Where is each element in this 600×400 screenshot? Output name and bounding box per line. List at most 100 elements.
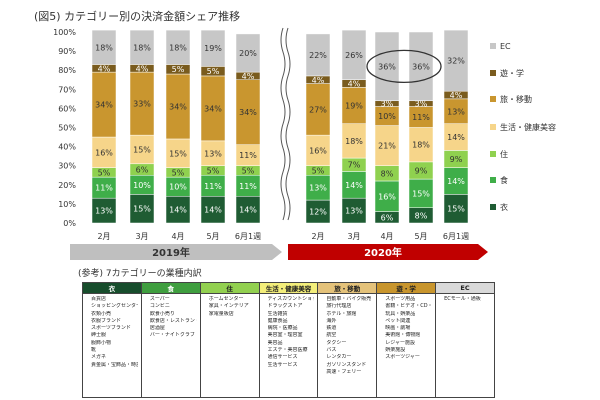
bar-segment	[235, 196, 261, 224]
data-label: 4%	[348, 80, 361, 89]
table-header-row: 衣 食 住 生活・健康美容 旅・移動 遊・学 EC	[82, 282, 495, 294]
table-cell-item: 百貨店	[91, 296, 107, 302]
data-label: 14%	[169, 206, 187, 215]
x-tick-label: 2月	[97, 232, 110, 241]
column-travel: 自動車・バイク販売 旅行代理店 ホテル・旅館 海外 鉄道 航空 タクシー バス レンタカー ガソリ…	[317, 293, 377, 398]
bar-segment	[200, 29, 226, 67]
table-cell-item: バス	[326, 347, 337, 354]
data-label: 13%	[309, 184, 327, 193]
bar-segment	[129, 29, 155, 65]
data-label: 10%	[133, 181, 151, 190]
data-label: 8%	[381, 169, 394, 178]
data-label: 5%	[312, 166, 325, 175]
y-tick-label: 80%	[58, 66, 76, 75]
table-cell-item: ショッピングセンター	[91, 303, 138, 310]
table-cell-item: 映画・劇場	[385, 325, 411, 332]
y-tick-label: 60%	[58, 104, 76, 113]
table-cell-item: スポーツブランド	[91, 325, 131, 332]
table-cell-item: 通信サービス	[267, 354, 298, 361]
data-label: 15%	[133, 205, 151, 214]
header-food: 食	[140, 282, 201, 294]
data-label: 8%	[415, 211, 428, 220]
table-cell-item: ドラッグストア	[267, 303, 303, 310]
table-cell-item: コンビニ	[149, 303, 170, 310]
table-cell-item: 玩具・娯楽品	[385, 310, 416, 317]
bar-segment	[408, 127, 434, 163]
table-cell-item: バー・ナイトクラブ	[149, 332, 195, 339]
data-label: 14%	[345, 181, 363, 190]
header-ec: EC	[435, 282, 495, 294]
y-tick-label: 40%	[58, 143, 76, 152]
data-label: 19%	[204, 44, 222, 53]
table-cell-item: 鉄道	[326, 325, 337, 332]
legend-label: 食	[500, 175, 508, 185]
x-tick-label: 4月	[380, 232, 393, 241]
table-cell-item: ペット関連	[385, 317, 411, 324]
axis-break-line	[285, 27, 291, 221]
data-label: 20%	[239, 49, 257, 58]
x-tick-label: 5月	[414, 232, 427, 241]
header-living-health: 生活・健康美容	[258, 282, 319, 294]
table-cell-item: 飲食小売り	[149, 310, 175, 317]
x-tick-label: 6月1週	[235, 232, 261, 241]
header-leisure: 遊・学	[376, 282, 437, 294]
table-cell-item: タクシー	[326, 339, 347, 346]
data-label: 14%	[447, 133, 465, 142]
bar-segment	[443, 123, 469, 151]
data-label: 3%	[415, 100, 428, 109]
data-label: 13%	[95, 207, 113, 216]
data-label: 11%	[204, 182, 222, 191]
legend-label: 旅・移動	[500, 94, 532, 104]
data-label: 18%	[133, 43, 151, 52]
legend-label: 遊・学	[500, 68, 524, 78]
bar-segment	[374, 125, 400, 166]
data-label: 13%	[204, 149, 222, 158]
page-title: (図5) カテゴリー別の決済金額シェア推移	[34, 10, 241, 23]
y-tick-label: 90%	[58, 47, 76, 56]
bar-segment	[91, 136, 117, 168]
x-tick-label: 5月	[206, 232, 219, 241]
y-tick-label: 100%	[53, 28, 76, 37]
x-tick-label: 2月	[311, 232, 324, 241]
data-label: 16%	[378, 192, 396, 201]
data-label: 3%	[381, 100, 394, 109]
year-label-2019: 2019年	[152, 246, 190, 259]
data-label: 7%	[348, 161, 361, 170]
data-label: 5%	[207, 166, 220, 175]
bar-segment	[443, 98, 469, 124]
table-cell-item: 海外	[326, 317, 337, 324]
table-body-row: 百貨店 ショッピングセンター 衣類小売 衣服ブランド スポーツブランド 紳士服 服飾小物靴メ…	[82, 293, 495, 398]
table-cell-item: ホテル・旅館	[326, 310, 357, 317]
data-label: 21%	[378, 142, 396, 151]
legend-label: 衣	[500, 202, 508, 212]
table-cell-item: 靴	[91, 347, 97, 354]
data-label: 19%	[345, 102, 363, 111]
data-label: 14%	[239, 206, 257, 215]
table-cell-item: メガネ	[91, 354, 107, 361]
data-label: 6%	[136, 166, 149, 175]
data-label: 11%	[239, 151, 257, 160]
legend-swatch	[490, 70, 496, 76]
bar-segment	[305, 83, 331, 136]
legend-label: 生活・健康美容	[500, 122, 556, 132]
year-banner-2019	[70, 244, 282, 260]
table-cell-item: レジャー施設	[385, 339, 415, 346]
data-label: 26%	[345, 51, 363, 60]
table-cell-item: 紳士服	[91, 332, 107, 339]
table-cell-item: 生活雑貨	[267, 310, 288, 317]
bar-segment	[305, 175, 331, 201]
bar-segment	[341, 87, 367, 124]
table-cell-item: 衣服ブランド	[91, 317, 122, 324]
data-label: 36%	[378, 62, 396, 71]
table-cell-item: 生活サービス	[267, 361, 298, 368]
data-label: 18%	[345, 137, 363, 146]
data-label: 18%	[169, 43, 187, 52]
table-cell-item: 娯楽施設	[385, 347, 406, 354]
data-label: 6%	[381, 213, 394, 222]
header-travel: 旅・移動	[317, 282, 378, 294]
data-label: 4%	[242, 72, 255, 81]
table-cell-item: 航空	[326, 332, 337, 339]
legend-swatch	[490, 124, 496, 130]
table-cell-item: スポーツ用品	[385, 296, 416, 302]
column-ec: ECモール・通販	[435, 293, 495, 398]
